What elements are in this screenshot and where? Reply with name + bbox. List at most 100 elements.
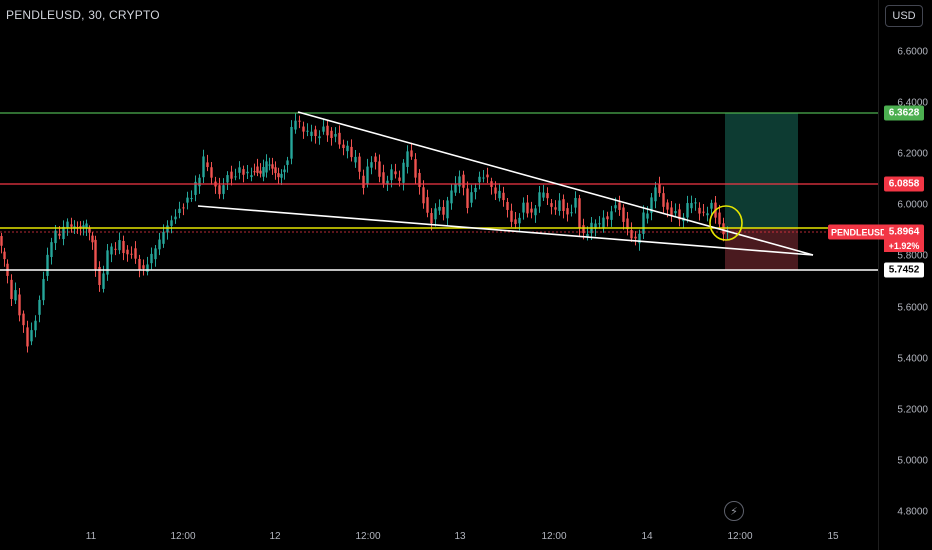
candle-body [178,208,181,213]
candle-body [226,175,229,183]
candle-body [410,150,413,157]
candle-body [406,151,409,167]
candle-body [674,211,677,214]
candle-body [350,146,353,158]
candle-body [450,190,453,204]
candle-body [110,246,113,255]
candle-body [202,156,205,178]
candle-body [366,166,369,185]
take-profit-badge: 6.3628 [884,105,924,121]
candle-body [426,197,429,213]
price-tick-label: 6.2000 [897,148,928,160]
candle-body [550,203,553,207]
candle-body [268,164,271,166]
candle-body [638,233,641,244]
candle-body [294,120,297,130]
price-tick-label: 5.6000 [897,302,928,314]
candle-body [230,171,233,179]
candle-body [570,212,573,214]
candle-body [298,120,301,122]
price-axis-separator [878,0,879,550]
price-tick-label: 5.8000 [897,250,928,262]
candle-body [118,240,121,251]
candle-body [574,197,577,208]
candle-body [138,258,141,270]
candle-body [262,167,265,177]
candle-body [94,239,97,270]
candle-body [370,162,373,168]
candle-body [646,213,649,219]
candle-body [418,172,421,187]
candle-body [302,126,305,132]
candle-body [622,207,625,222]
candle-body [210,167,213,178]
candle-body [283,169,286,173]
candle-body [454,183,457,193]
candle-body [242,169,245,175]
candle-body [414,159,417,178]
candle-body [334,134,337,137]
candle-body [234,176,237,178]
candle-body [654,187,657,202]
candle-body [562,199,565,211]
candle-body [0,236,3,246]
candle-body [666,202,669,210]
candle-body [38,299,41,315]
candle-body [650,197,653,213]
candle-body [122,240,125,254]
candle-body [146,264,149,272]
candle-body [618,202,621,210]
candle-body [578,198,581,229]
candle-body [378,161,381,177]
candle-body [678,209,681,220]
candle-body [18,294,21,316]
candle-body [558,200,561,211]
candle-body [66,221,69,229]
candle-body [218,185,221,195]
candle-body [259,170,262,174]
candle-body [106,250,109,275]
candle-body [186,197,189,203]
candle-body [46,254,49,276]
candle-body [686,203,689,218]
currency-button[interactable]: USD [885,5,923,27]
candle-body [54,230,57,244]
candle-body [42,279,45,301]
candle-body [91,235,94,243]
candle-body [150,253,153,264]
candle-body [310,131,313,136]
candle-body [718,212,721,225]
symbol-price-tag: PENDLEUSD [828,224,890,240]
time-tick-label: 13 [454,531,466,542]
candle-body [602,217,605,228]
candle-body [70,224,73,227]
candle-body [670,207,673,216]
candle-body [610,211,613,220]
candle-body [182,207,185,209]
lower-trendline [197,205,814,256]
candle-body [374,156,377,162]
candle-body [722,223,725,235]
price-tick-label: 4.8000 [897,506,928,518]
candle-body [10,279,13,300]
candle-body [502,192,505,201]
lightning-icon[interactable]: ⚡ [724,501,744,521]
candle-body [506,201,509,210]
candle-body [73,226,76,228]
candle-body [614,205,617,209]
candle-body [442,206,445,215]
candle-body [690,202,693,209]
candle-body [434,208,437,220]
price-tick-label: 5.0000 [897,455,928,467]
chart-title: PENDLEUSD, 30, CRYPTO [6,8,160,22]
time-tick-label: 11 [85,531,97,542]
candle-body [462,174,465,188]
candle-body [498,190,501,199]
candle-body [446,200,449,219]
candle-body [256,166,259,173]
candle-body [290,126,293,159]
stop-level-badge: 5.7452 [884,262,924,278]
candle-body [162,231,165,244]
candle-body [694,202,697,204]
